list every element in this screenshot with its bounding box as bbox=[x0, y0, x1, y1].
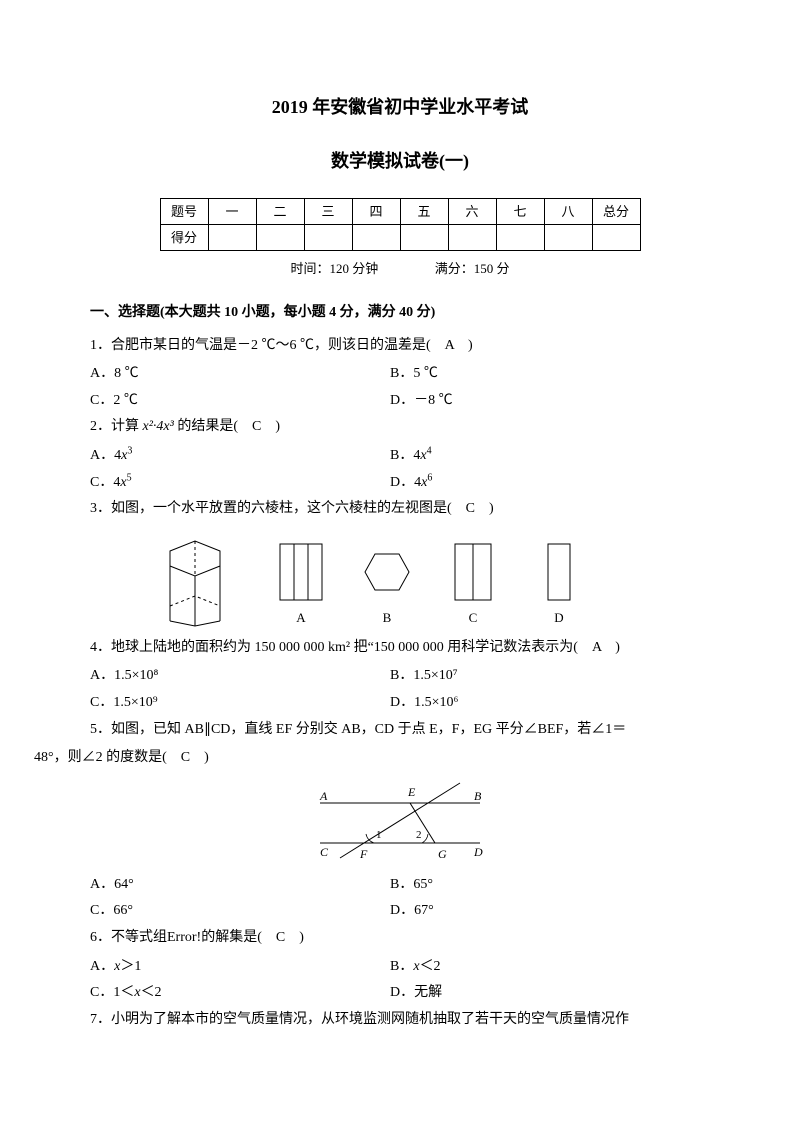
hex-prism-icon bbox=[150, 531, 240, 631]
q4-opt-c: C．1.5×10⁹ bbox=[90, 690, 390, 717]
q5-stem-line1: 5．如图，已知 AB∥CD，直线 EF 分别交 AB，CD 于点 E，F，EG … bbox=[90, 717, 710, 744]
q2-opt-d: D．4x6 bbox=[390, 470, 710, 497]
svg-text:1: 1 bbox=[376, 829, 382, 841]
col-head: 七 bbox=[496, 199, 544, 225]
col-head: 四 bbox=[352, 199, 400, 225]
row-label: 题号 bbox=[160, 199, 208, 225]
svg-text:C: C bbox=[320, 845, 329, 859]
col-head: 二 bbox=[256, 199, 304, 225]
row-label: 得分 bbox=[160, 225, 208, 251]
q3-option-b-icon bbox=[363, 550, 411, 594]
q5-opt-b: B．65° bbox=[390, 872, 710, 899]
q2-opt-c: C．4x5 bbox=[90, 470, 390, 497]
q2-opt-b: B．4x4 bbox=[390, 443, 710, 470]
q3-option-d-icon bbox=[547, 543, 571, 601]
svg-text:F: F bbox=[359, 847, 368, 861]
col-head: 六 bbox=[448, 199, 496, 225]
score-cell bbox=[592, 225, 640, 251]
q4-opt-b: B．1.5×10⁷ bbox=[390, 663, 710, 690]
score-cell bbox=[208, 225, 256, 251]
svg-text:A: A bbox=[319, 789, 328, 803]
col-head: 一 bbox=[208, 199, 256, 225]
svg-text:B: B bbox=[474, 789, 482, 803]
q1-opt-d: D．－8 ℃ bbox=[390, 388, 710, 415]
q3-label-c: C bbox=[469, 606, 478, 631]
q6-stem: 6．不等式组Error!的解集是( C ) bbox=[90, 925, 710, 952]
q1-stem: 1．合肥市某日的气温是－2 ℃～6 ℃，则该日的温差是( A ) bbox=[90, 333, 710, 360]
q5-geometry-figure: A B C D E F G 1 2 bbox=[300, 778, 500, 868]
svg-text:D: D bbox=[473, 845, 483, 859]
q3-stem: 3．如图，一个水平放置的六棱柱，这个六棱柱的左视图是( C ) bbox=[90, 496, 710, 523]
q4-opt-d: D．1.5×10⁶ bbox=[390, 690, 710, 717]
svg-text:G: G bbox=[438, 847, 447, 861]
score-cell bbox=[352, 225, 400, 251]
time-text: 时间：120 分钟 bbox=[290, 261, 378, 276]
q7-stem: 7．小明为了解本市的空气质量情况，从环境监测网随机抽取了若干天的空气质量情况作 bbox=[90, 1007, 710, 1034]
q3-figure-row: A B C D bbox=[150, 531, 710, 631]
q5-opt-d: D．67° bbox=[390, 898, 710, 925]
q5-opt-c: C．66° bbox=[90, 898, 390, 925]
fullmark-text: 满分：150 分 bbox=[435, 261, 510, 276]
q5-opt-a: A．64° bbox=[90, 872, 390, 899]
score-cell bbox=[400, 225, 448, 251]
svg-text:E: E bbox=[407, 785, 416, 799]
section-1-heading: 一、选择题(本大题共 10 小题，每小题 4 分，满分 40 分) bbox=[90, 300, 710, 327]
q1-opt-b: B．5 ℃ bbox=[390, 361, 710, 388]
q6-opt-c: C．1＜x＜2 bbox=[90, 980, 390, 1007]
col-head: 八 bbox=[544, 199, 592, 225]
q3-label-b: B bbox=[383, 606, 392, 631]
q4-stem: 4．地球上陆地的面积约为 150 000 000 km² 把“150 000 0… bbox=[90, 635, 710, 662]
q2-post: 的结果是( C ) bbox=[174, 419, 280, 434]
q3-option-a-icon bbox=[279, 543, 323, 601]
score-cell bbox=[544, 225, 592, 251]
score-table: 题号 一 二 三 四 五 六 七 八 总分 得分 bbox=[160, 198, 641, 251]
col-head: 三 bbox=[304, 199, 352, 225]
svg-text:2: 2 bbox=[416, 829, 422, 841]
q1-opt-a: A．8 ℃ bbox=[90, 361, 390, 388]
q3-option-c-icon bbox=[454, 543, 492, 601]
q2-expr: x²·4x³ bbox=[143, 419, 174, 434]
q6-opt-a: A．x＞1 bbox=[90, 954, 390, 981]
q3-label-d: D bbox=[554, 606, 563, 631]
col-head: 五 bbox=[400, 199, 448, 225]
exam-meta: 时间：120 分钟 满分：150 分 bbox=[90, 257, 710, 282]
q4-opt-a: A．1.5×10⁸ bbox=[90, 663, 390, 690]
col-head: 总分 bbox=[592, 199, 640, 225]
q6-opt-d: D．无解 bbox=[390, 980, 710, 1007]
score-cell bbox=[496, 225, 544, 251]
q3-label-a: A bbox=[296, 606, 305, 631]
q2-pre: 2．计算 bbox=[90, 419, 143, 434]
score-cell bbox=[304, 225, 352, 251]
q5-stem-line2: 48°，则∠2 的度数是( C ) bbox=[34, 745, 710, 772]
score-cell bbox=[448, 225, 496, 251]
q2-opt-a: A．4x3 bbox=[90, 443, 390, 470]
exam-title-1: 2019 年安徽省初中学业水平考试 bbox=[90, 90, 710, 124]
q2-stem: 2．计算 x²·4x³ 的结果是( C ) bbox=[90, 414, 710, 441]
q1-opt-c: C．2 ℃ bbox=[90, 388, 390, 415]
q6-opt-b: B．x＜2 bbox=[390, 954, 710, 981]
exam-title-2: 数学模拟试卷(一) bbox=[90, 144, 710, 178]
score-cell bbox=[256, 225, 304, 251]
